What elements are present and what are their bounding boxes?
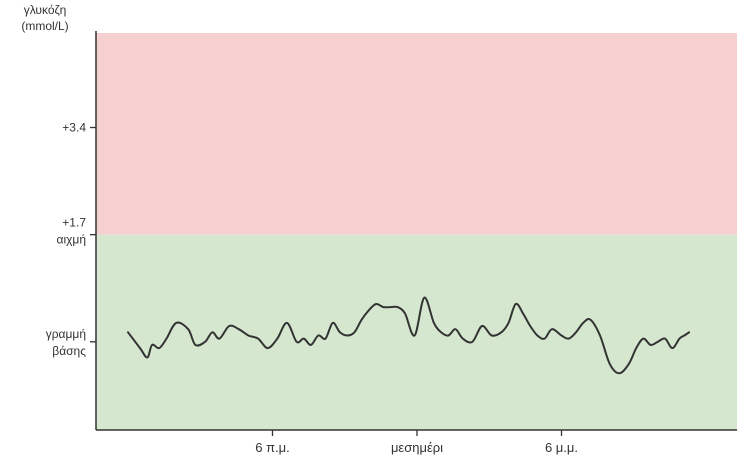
x-tick-label: 6 μ.μ.	[545, 440, 578, 455]
y-tick-label: +1.7 αιχμή	[57, 216, 87, 247]
x-tick-label: μεσημέρι	[391, 440, 443, 455]
series-lines	[127, 296, 691, 375]
y-axis-label: γλυκόζη (mmol/L)	[21, 3, 68, 33]
band-0	[96, 33, 737, 235]
y-axis-label-line: (mmol/L)	[21, 19, 68, 33]
range-bands	[96, 33, 737, 430]
x-tick-label: 6 π.μ.	[255, 440, 290, 455]
x-ticks: 6 π.μ. μεσημέρι 6 μ.μ.	[255, 430, 578, 455]
glucose-series-line	[127, 296, 691, 375]
y-tick-label: +3.4	[62, 121, 86, 135]
y-tick-label: γραμμή βάσης	[46, 327, 86, 358]
y-ticks: +3.4 +1.7 αιχμή γραμμή βάσης	[46, 121, 96, 358]
y-axis-label-line: γλυκόζη	[24, 3, 67, 17]
